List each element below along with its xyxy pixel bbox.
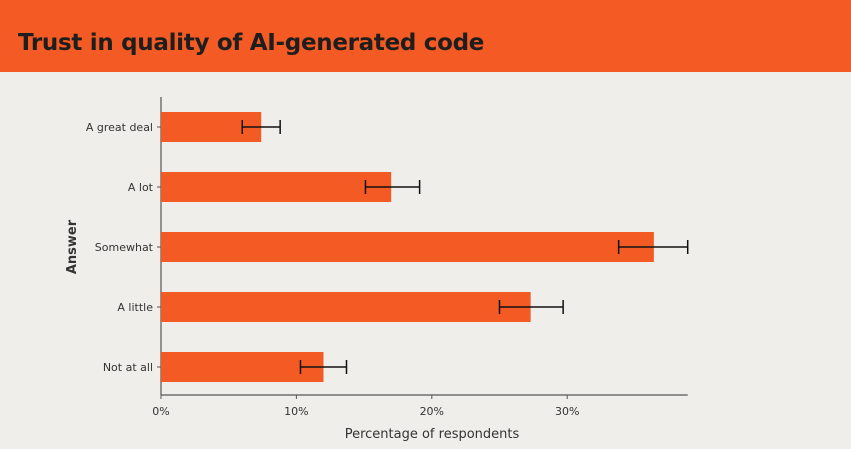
bar-not-at-all	[161, 352, 324, 382]
bar-a-little	[161, 292, 531, 322]
y-axis-label: Answer	[65, 219, 80, 274]
x-axis-label: Percentage of respondents	[345, 427, 520, 442]
x-tick-label: 20%	[420, 405, 444, 418]
y-tick-label: A great deal	[86, 121, 153, 134]
title-banner: Trust in quality of AI-generated code	[0, 0, 851, 72]
y-tick-label: Somewhat	[95, 241, 154, 254]
bar-a-lot	[161, 172, 392, 202]
x-tick-label: 10%	[284, 405, 308, 418]
chart-title: Trust in quality of AI-generated code	[18, 30, 485, 56]
y-tick-label: A little	[117, 301, 153, 314]
bar-somewhat	[161, 232, 654, 262]
x-tick-label: 0%	[152, 405, 169, 418]
x-tick-label: 30%	[555, 405, 579, 418]
y-tick-label: A lot	[128, 181, 154, 194]
y-tick-label: Not at all	[103, 361, 153, 374]
